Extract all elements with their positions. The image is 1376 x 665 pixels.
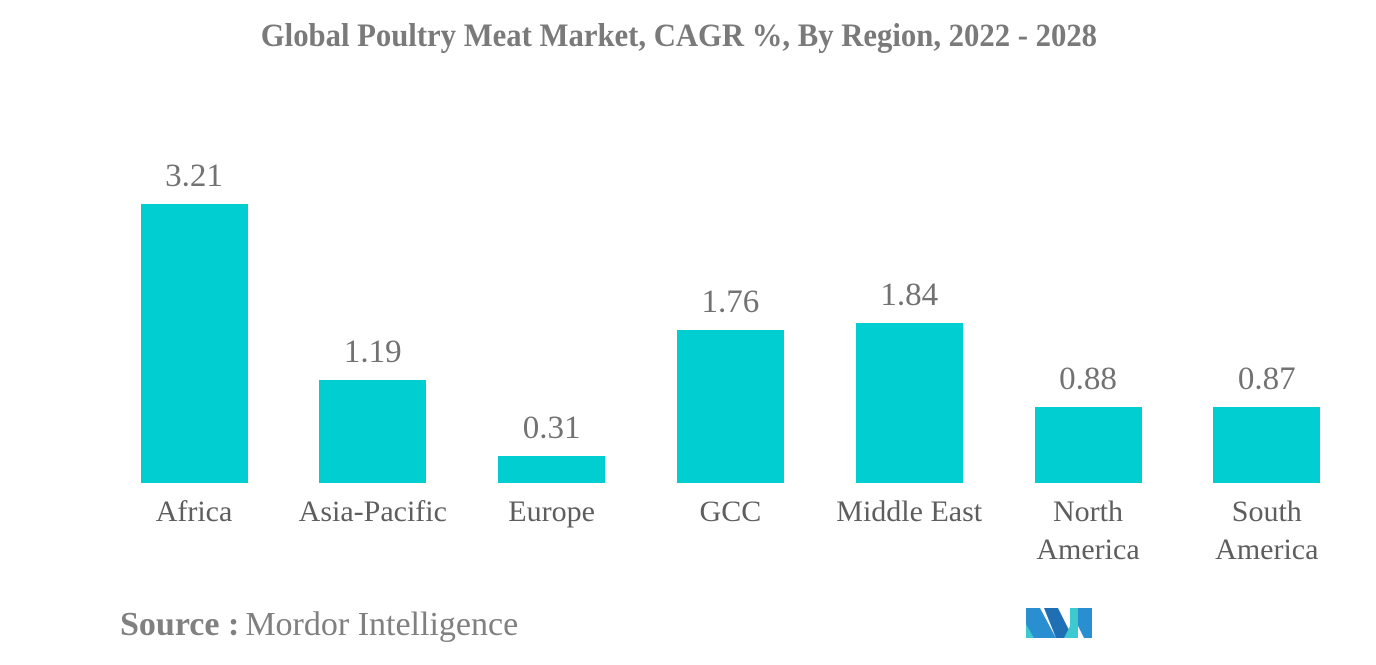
value-label: 1.76 [701,284,760,321]
value-label: 3.21 [165,158,223,195]
category-label: North America [1036,495,1140,566]
bar-south-america [1213,407,1321,483]
category-label: Middle East [836,495,983,528]
chart-title: Global Poultry Meat Market, CAGR %, By R… [260,18,1098,54]
value-label: 1.19 [343,333,402,370]
value-label: 1.84 [880,277,939,314]
category-label: Europe [508,495,595,528]
bar-north-america [1034,406,1142,483]
source-value: Mordor Intelligence [245,606,519,643]
bar-asia-pacific [319,379,427,483]
category-label: Africa [155,495,233,528]
category-label: South America [1215,495,1319,566]
category-label: GCC [699,495,762,528]
mordor-logo-icon [1026,608,1092,638]
bar-africa [140,204,248,483]
plot-area: 3.21 Africa 1.19 Asia-Pacific 0.31 Europe 1.76… [140,158,1321,566]
value-label: 0.88 [1059,360,1117,397]
bar-middle-east [855,323,963,483]
value-label: 0.31 [522,410,581,447]
source-label: Source : [120,606,240,643]
source-line: Source : Mordor Intelligence [120,606,518,644]
category-label: Asia-Pacific [298,495,447,528]
bar-gcc [676,330,784,483]
value-label: 0.87 [1237,361,1296,398]
bar-europe [498,456,606,483]
